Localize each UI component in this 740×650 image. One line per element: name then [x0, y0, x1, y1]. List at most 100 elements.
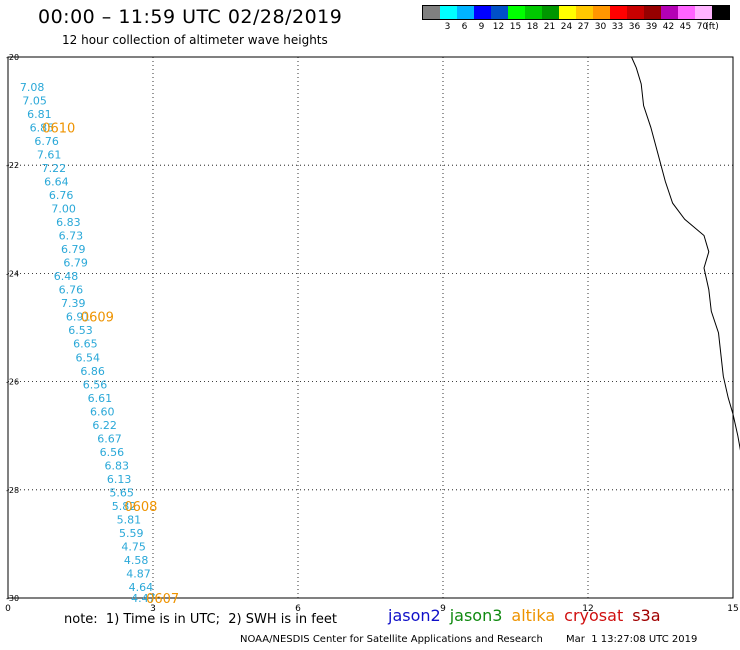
wave-height-label: 6.91	[66, 311, 91, 324]
color-scale-swatch	[712, 6, 729, 19]
color-scale-swatch	[576, 6, 593, 19]
wave-height-label: 6.65	[73, 338, 98, 351]
color-scale-label: 15	[509, 22, 522, 32]
color-scale-label: 27	[577, 22, 590, 32]
wave-height-label: 5.81	[117, 514, 142, 527]
color-scale-swatch	[474, 6, 491, 19]
wave-height-label: 4.87	[126, 568, 151, 581]
color-scale-swatch	[508, 6, 525, 19]
satellite-label: s3a	[632, 606, 661, 625]
wave-height-label: 4.47	[131, 592, 156, 605]
wave-height-label: 6.81	[27, 108, 52, 121]
color-scale-swatch	[457, 6, 474, 19]
wave-height-label: 6.56	[100, 446, 125, 459]
color-scale-label: 24	[560, 22, 573, 32]
x-tick-label: 12	[582, 604, 593, 614]
pass-time-label: 0608	[124, 500, 157, 515]
color-scale-swatch	[644, 6, 661, 19]
wave-height-label: 6.64	[44, 175, 69, 188]
wave-height-label: 5.82	[112, 500, 137, 513]
satellite-label: jason2	[388, 606, 441, 625]
page-title: 00:00 – 11:59 UTC 02/28/2019	[38, 6, 343, 28]
color-scale-swatch	[525, 6, 542, 19]
color-scale-label: 45	[679, 22, 692, 32]
color-scale-label: 6	[461, 22, 468, 32]
color-scale-label: 36	[628, 22, 641, 32]
color-scale-swatch	[440, 6, 457, 19]
y-tick-label: -30	[6, 594, 19, 603]
pass-time-label: 0609	[81, 311, 114, 326]
x-tick-label: 15	[727, 604, 738, 614]
y-tick-label: -22	[6, 161, 19, 170]
color-scale-swatch	[627, 6, 644, 19]
color-scale-swatch	[610, 6, 627, 19]
wave-height-label: 6.83	[56, 216, 81, 229]
color-scale-label: 9	[478, 22, 485, 32]
wave-height-label: 7.61	[37, 148, 62, 161]
wave-height-label: 6.86	[80, 365, 105, 378]
color-scale-swatch	[678, 6, 695, 19]
color-scale-label: 21	[543, 22, 556, 32]
color-scale-swatch	[491, 6, 508, 19]
color-scale-label: 70	[696, 22, 709, 32]
satellite-legend: jason2 jason3 altika cryosat s3a	[388, 606, 670, 625]
wave-height-label: 7.22	[42, 162, 67, 175]
wave-height-label: 6.76	[34, 135, 59, 148]
wave-height-label: 6.13	[107, 473, 132, 486]
color-scale-label: 42	[662, 22, 675, 32]
x-tick-label: 6	[295, 604, 301, 614]
color-scale-label: 12	[492, 22, 505, 32]
color-scale-legend: 3 6 9 12 15 18 21 24 27 30 33 36 39 42 45 70 (ft)	[422, 5, 730, 35]
color-scale-label: 30	[594, 22, 607, 32]
color-scale-bar	[422, 5, 730, 20]
color-scale-label: 18	[526, 22, 539, 32]
wave-height-label: 6.76	[59, 284, 84, 297]
wave-height-label: 6.54	[76, 351, 101, 364]
page-subtitle: 12 hour collection of altimeter wave hei…	[62, 33, 328, 47]
wave-height-label: 6.61	[88, 392, 113, 405]
coastline	[631, 56, 740, 451]
wave-height-label: 6.79	[61, 243, 86, 256]
map-frame	[7, 56, 734, 599]
wave-height-label: 6.76	[49, 189, 74, 202]
wave-height-label: 7.00	[51, 202, 76, 215]
y-tick-label: -28	[6, 486, 19, 495]
wave-height-label: 5.65	[109, 487, 134, 500]
color-scale-swatch	[559, 6, 576, 19]
wave-height-label: 7.08	[20, 81, 45, 94]
wave-height-label: 4.58	[124, 554, 149, 567]
color-scale-label: 33	[611, 22, 624, 32]
color-scale-label: 3	[444, 22, 451, 32]
satellite-label: cryosat	[564, 606, 624, 625]
color-scale-unit: (ft)	[705, 22, 719, 32]
pass-time-label: 0610	[42, 121, 75, 136]
wave-height-label: 6.73	[59, 230, 84, 243]
wave-height-label: 7.39	[61, 297, 86, 310]
color-scale-swatch	[695, 6, 712, 19]
credit-text: NOAA/NESDIS Center for Satellite Applica…	[240, 634, 543, 645]
satellite-label: altika	[511, 606, 556, 625]
color-scale-swatch	[542, 6, 559, 19]
satellite-label: jason3	[449, 606, 503, 625]
wave-height-label: 6.48	[54, 270, 79, 283]
x-tick-label: 0	[5, 604, 11, 614]
generated-time: Mar 1 13:27:08 UTC 2019	[566, 634, 698, 645]
pass-time-label: 0607	[146, 592, 179, 607]
wave-height-label: 7.05	[22, 94, 47, 107]
wave-height-label: 6.79	[63, 257, 88, 270]
x-tick-label: 9	[440, 604, 446, 614]
color-scale-label: 39	[645, 22, 658, 32]
wave-height-label: 4.64	[129, 581, 154, 594]
color-scale-labels: 3 6 9 12 15 18 21 24 27 30 33 36 39 42 45 70 (ft)	[422, 20, 730, 34]
wave-height-label: 6.85	[30, 121, 55, 134]
wave-height-label: 6.56	[83, 378, 108, 391]
wave-height-label: 6.22	[92, 419, 117, 432]
wave-height-label: 6.53	[68, 324, 93, 337]
wave-height-label: 6.60	[90, 405, 115, 418]
wave-height-label: 5.59	[119, 527, 144, 540]
y-tick-label: -26	[6, 378, 19, 387]
color-scale-swatch	[423, 6, 440, 19]
y-tick-label: -20	[6, 53, 19, 62]
x-tick-label: 3	[150, 604, 156, 614]
